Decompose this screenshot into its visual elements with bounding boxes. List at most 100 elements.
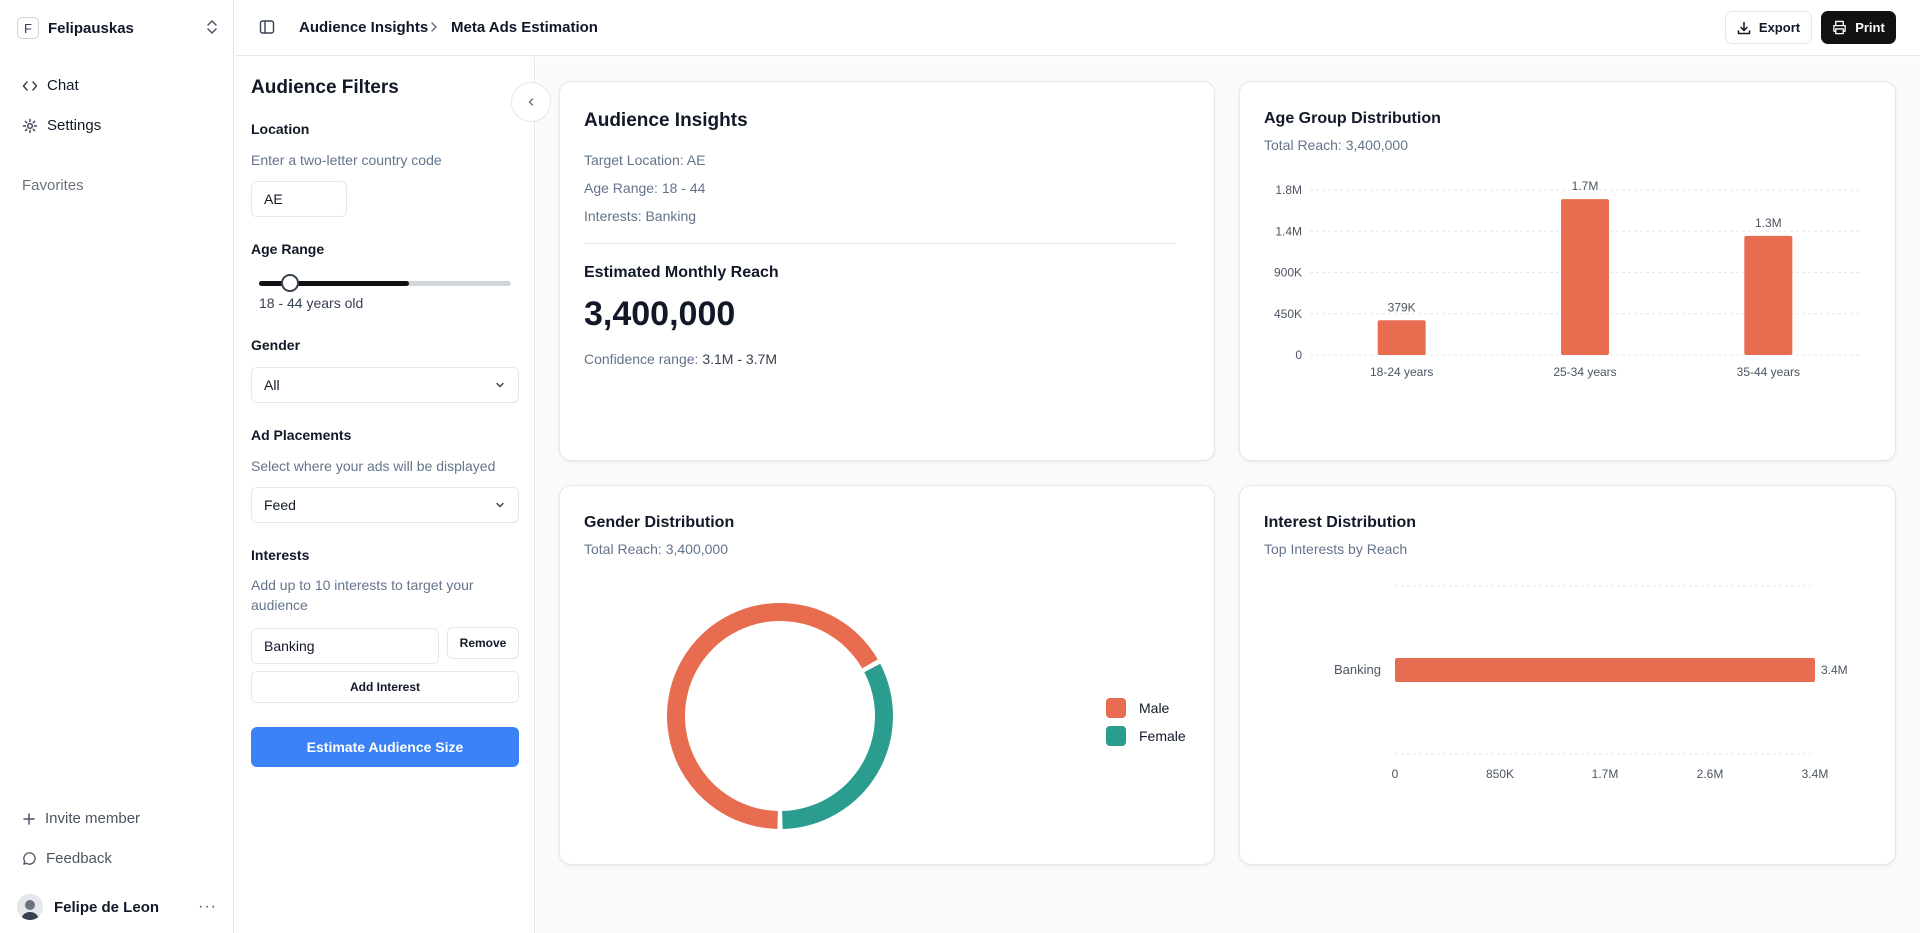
interest-chart-subtitle: Top Interests by Reach bbox=[1264, 541, 1408, 557]
chevron-down-icon bbox=[496, 382, 504, 388]
chevron-down-icon bbox=[496, 502, 504, 508]
sidebar-toggle-icon[interactable] bbox=[259, 19, 275, 35]
interests-line: Interests: Banking bbox=[584, 208, 697, 224]
data-label: 1.7M bbox=[1572, 179, 1599, 193]
interests-label: Interests bbox=[251, 547, 310, 563]
avatar bbox=[17, 894, 43, 920]
chevron-right-icon bbox=[431, 22, 438, 32]
confidence-label: Confidence range: bbox=[584, 351, 699, 367]
y-tick-label: 1.4M bbox=[1275, 224, 1302, 238]
y-tick-label: 900K bbox=[1274, 266, 1302, 280]
nav-item-label: Chat bbox=[47, 77, 79, 94]
chevron-up-down-icon bbox=[207, 20, 217, 34]
print-button[interactable]: Print bbox=[1821, 11, 1896, 44]
legend-female-swatch bbox=[1106, 726, 1126, 746]
age-slider-range bbox=[259, 281, 409, 286]
chevron-left-icon bbox=[528, 98, 534, 106]
insights-title: Audience Insights bbox=[584, 110, 748, 131]
age-slider-thumb[interactable] bbox=[281, 274, 299, 292]
gender-distribution-card: Gender Distribution Total Reach: 3,400,0… bbox=[559, 485, 1215, 865]
filters-title: Audience Filters bbox=[251, 77, 399, 98]
target-location-line: Target Location: AE bbox=[584, 152, 706, 168]
gear-icon bbox=[22, 118, 38, 133]
data-label: 3.4M bbox=[1821, 663, 1848, 677]
user-name: Felipe de Leon bbox=[54, 898, 160, 916]
ad-placement-select[interactable]: Feed bbox=[251, 487, 519, 523]
location-help: Enter a two-letter country code bbox=[251, 152, 442, 168]
donut-slice-female bbox=[782, 663, 893, 829]
gender-donut-chart bbox=[667, 603, 893, 829]
age-chart-subtitle: Total Reach: 3,400,000 bbox=[1264, 137, 1408, 153]
age-distribution-card: Age Group Distribution Total Reach: 3,40… bbox=[1239, 81, 1896, 461]
invite-member-button[interactable]: Invite member bbox=[22, 810, 140, 827]
data-label: 379K bbox=[1388, 300, 1416, 314]
gender-selected-value: All bbox=[264, 377, 280, 393]
ad-placements-help: Select where your ads will be displayed bbox=[251, 458, 496, 474]
feedback-button[interactable]: Feedback bbox=[22, 850, 112, 867]
favorites-heading: Favorites bbox=[22, 177, 84, 194]
age-range-label: Age Range bbox=[251, 241, 325, 257]
confidence-range: Confidence range: 3.1M - 3.7M bbox=[584, 351, 777, 367]
age-chart-title: Age Group Distribution bbox=[1264, 110, 1441, 127]
interest-distribution-card: Interest Distribution Top Interests by R… bbox=[1239, 485, 1896, 865]
legend-male-label: Male bbox=[1139, 700, 1170, 716]
age-range-line: Age Range: 18 - 44 bbox=[584, 180, 706, 196]
print-label: Print bbox=[1855, 20, 1885, 35]
country-code-input[interactable]: AE bbox=[251, 181, 347, 217]
gender-chart-title: Gender Distribution bbox=[584, 514, 735, 531]
interest-chart-title: Interest Distribution bbox=[1264, 514, 1417, 531]
data-label: 1.3M bbox=[1755, 216, 1782, 230]
bar bbox=[1561, 199, 1609, 355]
legend-female-label: Female bbox=[1139, 728, 1186, 744]
gender-select[interactable]: All bbox=[251, 367, 519, 403]
nav-item-chat[interactable]: Chat bbox=[22, 77, 79, 94]
estimate-audience-button[interactable]: Estimate Audience Size bbox=[251, 727, 519, 767]
x-tick-label: 2.6M bbox=[1697, 767, 1724, 781]
x-tick-label: 850K bbox=[1486, 767, 1514, 781]
breadcrumb-audience-insights[interactable]: Audience Insights bbox=[299, 19, 429, 36]
nav-item-label: Settings bbox=[47, 117, 102, 134]
reach-value: 3,400,000 bbox=[584, 295, 736, 333]
location-label: Location bbox=[251, 121, 310, 137]
workspace-badge: F bbox=[17, 17, 39, 39]
audience-insights-card: Audience Insights Target Location: AE Ag… bbox=[559, 81, 1215, 461]
interest-input[interactable]: Banking bbox=[251, 628, 439, 664]
breadcrumb-current-page: Meta Ads Estimation bbox=[451, 19, 598, 36]
age-bar-chart: 0 450K 900K 1.4M 1.8M 379K 18-24 years 1.7M 25-3… bbox=[1274, 179, 1860, 379]
x-tick-label: 18-24 years bbox=[1370, 365, 1433, 379]
collapse-filters-button[interactable] bbox=[511, 82, 551, 122]
bar bbox=[1377, 320, 1426, 355]
legend-male-swatch bbox=[1106, 698, 1126, 718]
workspace-switcher[interactable]: F Felipauskas bbox=[17, 14, 219, 42]
gender-chart-subtitle: Total Reach: 3,400,000 bbox=[584, 541, 728, 557]
remove-interest-button[interactable]: Remove bbox=[447, 627, 519, 659]
gender-label: Gender bbox=[251, 337, 301, 353]
nav-item-settings[interactable]: Settings bbox=[22, 117, 101, 134]
legend-female: Female bbox=[1106, 726, 1186, 746]
x-tick-label: 1.7M bbox=[1592, 767, 1619, 781]
x-tick-label: 3.4M bbox=[1802, 767, 1829, 781]
ad-placements-label: Ad Placements bbox=[251, 427, 352, 443]
user-menu[interactable]: Felipe de Leon ··· bbox=[17, 892, 217, 922]
y-tick-label: 1.8M bbox=[1275, 183, 1302, 197]
printer-icon bbox=[1833, 20, 1846, 35]
interest-bar-chart: 0 850K 1.7M 2.6M 3.4M Banking 3.4M bbox=[1334, 585, 1848, 781]
download-icon bbox=[1737, 21, 1751, 34]
interests-help: Add up to 10 interests to target your au… bbox=[251, 577, 474, 613]
divider bbox=[584, 243, 1176, 244]
dashboard-area: Audience Insights Target Location: AE Ag… bbox=[536, 57, 1920, 933]
x-tick-label: 35-44 years bbox=[1737, 365, 1800, 379]
workspace-name: Felipauskas bbox=[48, 19, 134, 37]
feedback-label: Feedback bbox=[46, 850, 112, 867]
export-button[interactable]: Export bbox=[1725, 11, 1812, 44]
y-tick-label: Banking bbox=[1334, 662, 1381, 677]
export-label: Export bbox=[1758, 20, 1801, 35]
add-interest-button[interactable]: Add Interest bbox=[251, 671, 519, 703]
age-range-summary: 18 - 44 years old bbox=[259, 295, 364, 311]
more-options-icon[interactable]: ··· bbox=[198, 898, 217, 915]
code-icon bbox=[22, 80, 38, 91]
app-sidebar: F Felipauskas Chat Settings Favorites In… bbox=[0, 0, 234, 933]
x-tick-label: 0 bbox=[1392, 767, 1399, 781]
invite-member-label: Invite member bbox=[45, 810, 141, 827]
y-tick-label: 0 bbox=[1295, 348, 1302, 362]
